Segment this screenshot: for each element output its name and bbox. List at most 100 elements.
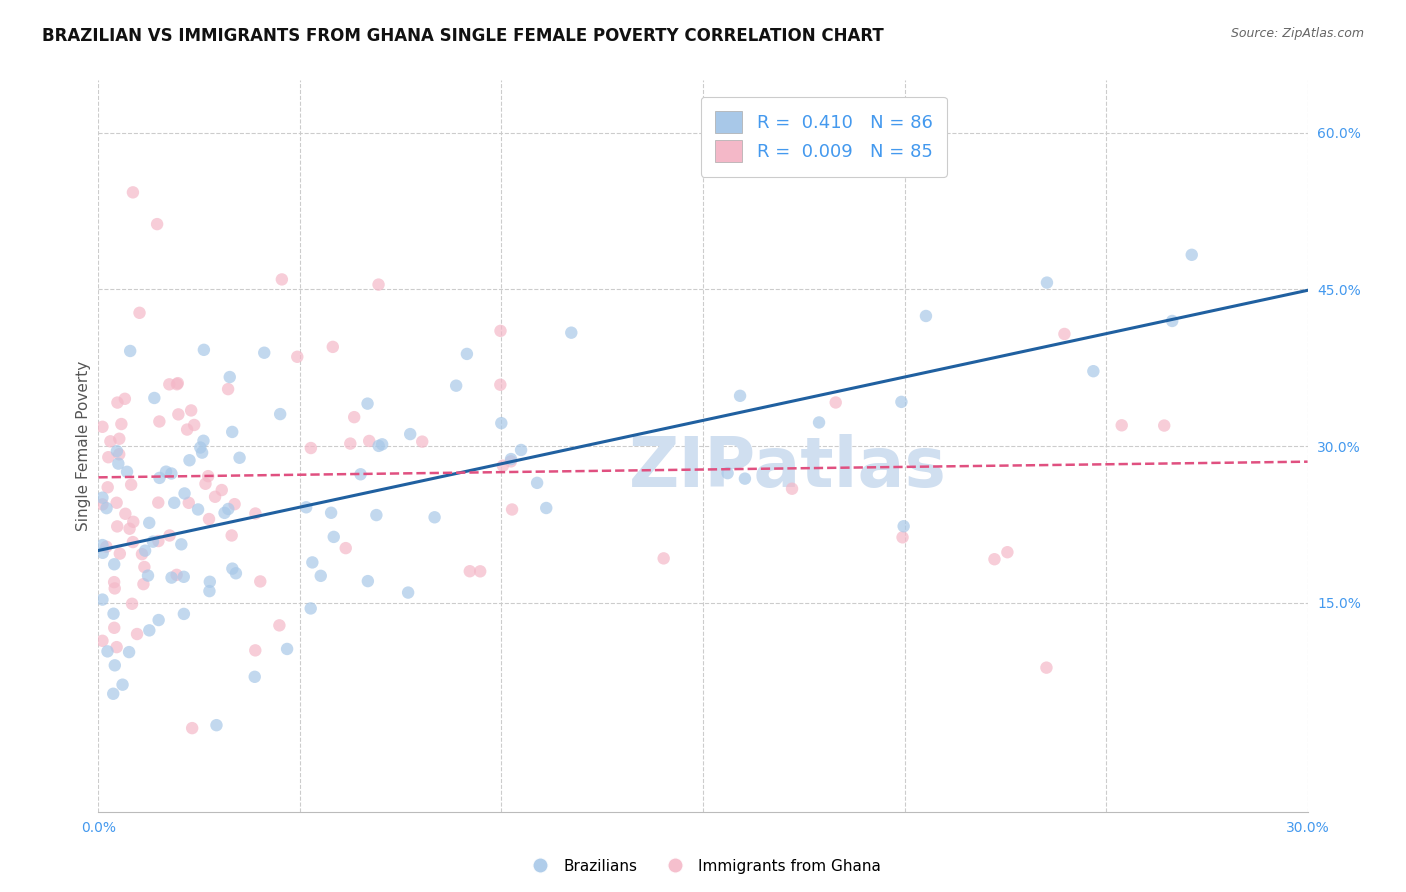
Point — [309, 569, 332, 583]
Point — [1111, 418, 1133, 433]
Point — [100, 434, 122, 449]
Point — [114, 392, 136, 406]
Point — [166, 567, 188, 582]
Point — [136, 568, 159, 582]
Point — [134, 543, 156, 558]
Point — [221, 528, 243, 542]
Point — [399, 427, 422, 442]
Point — [1035, 660, 1057, 674]
Point — [411, 434, 433, 449]
Point — [96, 501, 118, 516]
Point — [217, 502, 239, 516]
Point — [734, 472, 756, 486]
Point — [104, 582, 127, 596]
Point — [915, 309, 938, 323]
Point — [491, 416, 513, 430]
Point — [160, 467, 183, 481]
Point — [122, 535, 145, 549]
Point — [295, 500, 318, 515]
Point — [458, 564, 481, 578]
Point — [167, 408, 190, 422]
Point — [120, 477, 142, 491]
Point — [131, 547, 153, 561]
Point — [148, 415, 170, 429]
Point — [111, 678, 134, 692]
Point — [107, 457, 129, 471]
Point — [97, 480, 120, 494]
Point — [103, 621, 125, 635]
Point — [103, 607, 125, 621]
Point — [179, 453, 201, 467]
Point — [269, 618, 291, 632]
Point — [91, 592, 114, 607]
Point — [148, 534, 170, 549]
Point — [122, 186, 145, 200]
Point — [103, 558, 125, 572]
Point — [198, 574, 221, 589]
Point — [367, 439, 389, 453]
Legend: Brazilians, Immigrants from Ghana: Brazilians, Immigrants from Ghana — [519, 853, 887, 880]
Point — [148, 495, 170, 509]
Point — [299, 601, 322, 615]
Point — [356, 396, 378, 410]
Point — [91, 538, 114, 552]
Point — [170, 537, 193, 551]
Point — [143, 391, 166, 405]
Point — [214, 506, 236, 520]
Point — [166, 377, 188, 392]
Point — [499, 454, 522, 468]
Point — [181, 721, 204, 735]
Point — [249, 574, 271, 589]
Point — [1161, 314, 1184, 328]
Point — [110, 417, 132, 431]
Point — [536, 501, 558, 516]
Point — [366, 508, 388, 522]
Point — [122, 515, 145, 529]
Point — [105, 496, 128, 510]
Point — [339, 436, 361, 450]
Point — [198, 584, 221, 599]
Point — [134, 560, 156, 574]
Point — [157, 377, 180, 392]
Text: Source: ZipAtlas.com: Source: ZipAtlas.com — [1230, 27, 1364, 40]
Point — [205, 718, 228, 732]
Point — [716, 466, 738, 480]
Point — [1181, 248, 1204, 262]
Point — [193, 343, 215, 357]
Point — [489, 324, 512, 338]
Point — [322, 340, 344, 354]
Point — [97, 450, 120, 465]
Point — [218, 370, 240, 384]
Point — [204, 490, 226, 504]
Point — [194, 476, 217, 491]
Point — [121, 597, 143, 611]
Point — [105, 444, 128, 458]
Point — [299, 441, 322, 455]
Point — [198, 512, 221, 526]
Point — [118, 645, 141, 659]
Point — [221, 561, 243, 575]
Point — [132, 577, 155, 591]
Point — [301, 556, 323, 570]
Point — [120, 343, 142, 358]
Point — [148, 613, 170, 627]
Point — [893, 519, 915, 533]
Point — [510, 442, 533, 457]
Point — [245, 507, 267, 521]
Point — [371, 437, 394, 451]
Point — [276, 642, 298, 657]
Point — [396, 585, 419, 599]
Point — [245, 643, 267, 657]
Point — [91, 497, 114, 511]
Point — [91, 419, 114, 434]
Point — [444, 378, 467, 392]
Point — [166, 376, 188, 391]
Point — [105, 519, 128, 533]
Point — [160, 571, 183, 585]
Point — [343, 410, 366, 425]
Point — [1153, 418, 1175, 433]
Point — [253, 345, 276, 359]
Point — [103, 575, 125, 590]
Point — [96, 644, 118, 658]
Point — [890, 395, 912, 409]
